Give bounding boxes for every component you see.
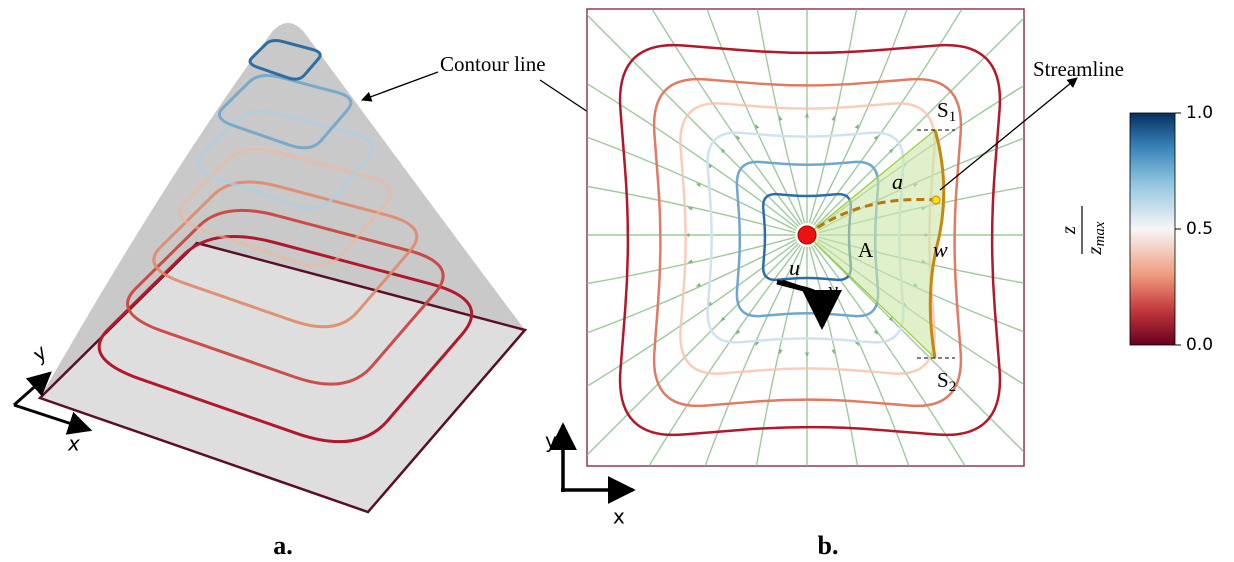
stream-arrow	[891, 319, 892, 320]
label-numerator: z	[1056, 226, 1080, 235]
colorbar-tick-label: 1.0	[1186, 103, 1213, 123]
colorbar-label: z zmax	[1056, 206, 1109, 256]
width-label: w	[933, 237, 948, 262]
panel-a	[40, 23, 525, 512]
figure: y x Contour line a. S1 S2 a A w u v Stre…	[0, 0, 1234, 562]
label-denominator: zmax	[1082, 221, 1109, 256]
stream-arrow	[709, 165, 710, 166]
v-label: v	[828, 277, 838, 302]
colorbar	[1130, 113, 1175, 345]
colorbar-ticks: 1.0 0.5 0.0	[1175, 103, 1213, 355]
stream-arrow	[722, 319, 723, 320]
stream-arrow	[891, 150, 892, 151]
intersection-point	[932, 196, 940, 204]
axis-label: x	[613, 505, 625, 529]
stream-arrow	[876, 137, 877, 138]
area-label: A	[858, 238, 874, 262]
colorbar-tick-label: 0.5	[1186, 219, 1213, 239]
stream-arrow	[722, 150, 723, 151]
axis-label: y	[545, 429, 557, 453]
stream-arrow	[709, 304, 710, 305]
axis-label: y	[27, 339, 53, 366]
stream-arrow	[737, 332, 738, 333]
panel-label: a.	[273, 531, 293, 560]
callout-label: Streamline	[1033, 57, 1124, 81]
stream-arrow	[876, 332, 877, 333]
callout-label: Contour line	[440, 52, 546, 76]
peak-point	[798, 226, 816, 244]
colorbar-tick-label: 0.0	[1186, 335, 1213, 355]
u-label: u	[789, 255, 800, 280]
callout-arrow	[362, 72, 438, 100]
path-label: a	[892, 169, 903, 194]
stream-arrow	[737, 137, 738, 138]
panel-label: b.	[818, 531, 839, 560]
axis-label: x	[67, 432, 80, 456]
